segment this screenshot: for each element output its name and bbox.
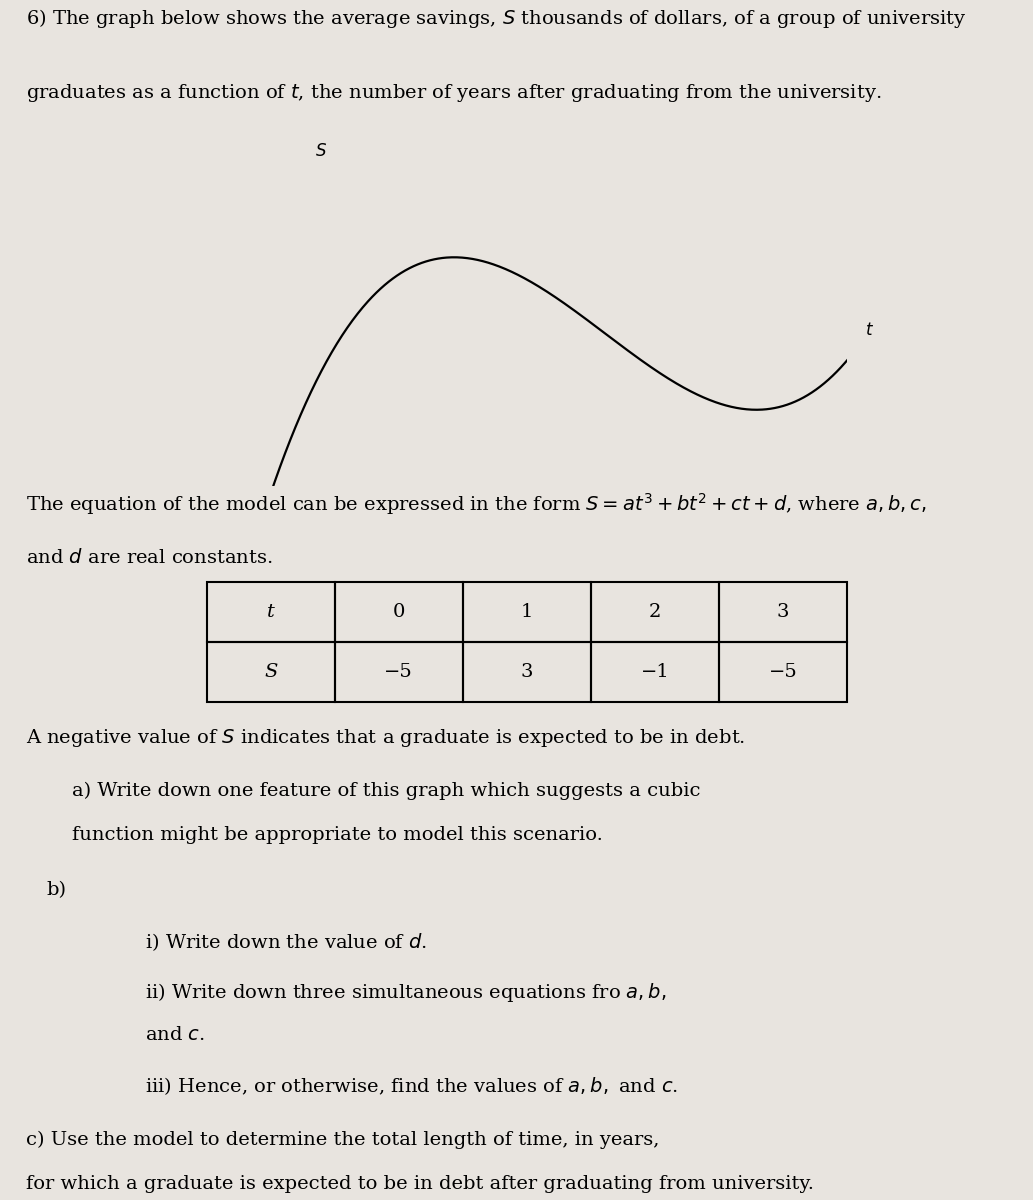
Text: The equation of the model can be expressed in the form $S = at^3 + bt^2 + ct + d: The equation of the model can be express…	[26, 491, 927, 517]
Text: function might be appropriate to model this scenario.: function might be appropriate to model t…	[72, 827, 603, 845]
Text: i) Write down the value of $d$.: i) Write down the value of $d$.	[145, 931, 427, 953]
Text: −5: −5	[384, 662, 413, 680]
Text: $t$: $t$	[866, 322, 874, 340]
Text: c) Use the model to determine the total length of time, in years,: c) Use the model to determine the total …	[26, 1130, 659, 1148]
Text: iii) Hence, or otherwise, find the values of $a, b,$ and $c$.: iii) Hence, or otherwise, find the value…	[145, 1075, 678, 1097]
Text: graduates as a function of $t$, the number of years after graduating from the un: graduates as a function of $t$, the numb…	[26, 83, 881, 104]
Text: ii) Write down three simultaneous equations fro $a, b,$: ii) Write down three simultaneous equati…	[145, 980, 666, 1004]
Text: 3: 3	[777, 602, 789, 622]
Text: and $c$.: and $c$.	[145, 1026, 205, 1044]
Text: −5: −5	[769, 662, 797, 680]
Text: t: t	[267, 602, 275, 622]
Text: 6) The graph below shows the average savings, $S$ thousands of dollars, of a gro: 6) The graph below shows the average sav…	[26, 7, 967, 30]
Text: 1: 1	[521, 602, 533, 622]
Text: 2: 2	[649, 602, 661, 622]
Text: A negative value of $S$ indicates that a graduate is expected to be in debt.: A negative value of $S$ indicates that a…	[26, 727, 745, 749]
Text: and $d$ are real constants.: and $d$ are real constants.	[26, 548, 273, 568]
Text: 0: 0	[393, 602, 405, 622]
Text: $S$: $S$	[315, 143, 327, 160]
Text: b): b)	[46, 881, 66, 899]
Text: 3: 3	[521, 662, 533, 680]
Text: −1: −1	[640, 662, 669, 680]
Text: S: S	[264, 662, 277, 680]
Text: a) Write down one feature of this graph which suggests a cubic: a) Write down one feature of this graph …	[72, 781, 700, 800]
Text: for which a graduate is expected to be in debt after graduating from university.: for which a graduate is expected to be i…	[26, 1175, 814, 1193]
